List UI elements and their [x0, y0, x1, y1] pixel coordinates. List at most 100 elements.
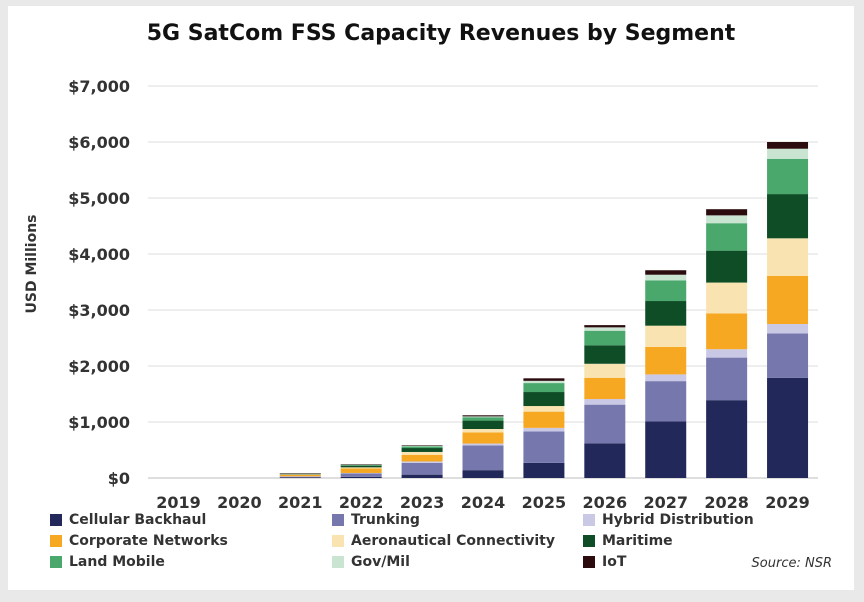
bar-segment — [340, 467, 382, 469]
x-tick-label: 2028 — [704, 493, 749, 512]
bar-segment — [767, 324, 809, 334]
bar-segment — [523, 378, 565, 381]
legend-swatch — [332, 556, 344, 568]
bar-segment — [767, 142, 809, 149]
x-tick-label: 2020 — [217, 493, 262, 512]
bar-segment — [706, 250, 748, 283]
y-tick-label: $4,000 — [68, 245, 130, 264]
x-tick-label: 2027 — [643, 493, 688, 512]
bar-segment — [462, 429, 504, 433]
bar-segment — [767, 238, 809, 276]
bar-segment — [767, 158, 809, 195]
bar-segment — [340, 472, 382, 474]
bars — [279, 142, 809, 478]
bar-segment — [584, 443, 626, 478]
bar-segment — [340, 464, 382, 466]
bar-segment — [462, 443, 504, 446]
bar-segment — [401, 461, 443, 463]
legend-item: Maritime — [583, 532, 673, 550]
y-tick-label: $1,000 — [68, 413, 130, 432]
bar-segment — [767, 194, 809, 239]
x-tick-label: 2024 — [461, 493, 506, 512]
source-note: Source: NSR — [751, 556, 832, 571]
chart-title: 5G SatCom FSS Capacity Revenues by Segme… — [147, 21, 736, 46]
legend-item: Trunking — [332, 511, 420, 529]
bar-segment — [279, 476, 321, 477]
x-tick-label: 2025 — [522, 493, 567, 512]
gridlines — [148, 85, 818, 479]
bar-segment — [340, 464, 382, 466]
bar-segment — [584, 325, 626, 328]
legend-label: Maritime — [602, 533, 673, 549]
bar-segment — [706, 223, 748, 251]
bar-segment — [279, 476, 321, 478]
x-tick-label: 2023 — [400, 493, 445, 512]
bar-segment — [706, 400, 748, 478]
bar-segment — [584, 363, 626, 378]
chart: 5G SatCom FSS Capacity Revenues by Segme… — [24, 21, 818, 512]
legend-label: Aeronautical Connectivity — [351, 533, 555, 549]
bar-segment — [584, 399, 626, 405]
legend-swatch — [50, 514, 62, 526]
bar-segment — [645, 301, 687, 326]
bar-segment — [340, 464, 382, 465]
bar-segment — [645, 274, 687, 281]
bar-segment — [462, 417, 504, 421]
y-tick-label: $2,000 — [68, 357, 130, 376]
bar-segment — [523, 383, 565, 393]
bar-segment — [462, 415, 504, 417]
bar-segment — [584, 345, 626, 364]
bar-segment — [279, 473, 321, 475]
legend-item: Gov/Mil — [332, 553, 410, 571]
bar-segment — [462, 432, 504, 444]
bar-segment — [401, 454, 443, 462]
bar-segment — [706, 349, 748, 358]
bar-segment — [645, 325, 687, 347]
bar-segment — [462, 470, 504, 478]
bar-segment — [279, 474, 321, 477]
bar-segment — [706, 282, 748, 314]
bar-segment — [340, 473, 382, 477]
y-axis-label: USD Millions — [24, 215, 40, 314]
y-tick-label: $5,000 — [68, 189, 130, 208]
legend-item: IoT — [583, 553, 626, 571]
legend-swatch — [50, 535, 62, 547]
x-tick-label: 2022 — [339, 493, 384, 512]
bar-segment — [645, 280, 687, 302]
legend-item: Land Mobile — [50, 553, 165, 571]
x-tick-label: 2029 — [765, 493, 810, 512]
bar-segment — [767, 148, 809, 159]
bar-segment — [340, 468, 382, 473]
y-axis-ticks: $0 $1,000 $2,000 $3,000 $4,000 $5,000 $6,000 $7… — [68, 77, 130, 488]
bar-segment — [706, 313, 748, 350]
legend-label: Gov/Mil — [351, 554, 410, 570]
bar-segment — [401, 448, 443, 452]
legend-label: Cellular Backhaul — [69, 512, 207, 528]
bar-segment — [523, 392, 565, 407]
bar-segment — [340, 465, 382, 468]
legend-item: Aeronautical Connectivity — [332, 532, 555, 550]
bar-segment — [401, 446, 443, 449]
legend-item: Corporate Networks — [50, 532, 228, 550]
legend-swatch — [583, 514, 595, 526]
legend-swatch — [50, 556, 62, 568]
bar-segment — [706, 209, 748, 216]
legend-label: IoT — [602, 554, 627, 570]
y-tick-label: $3,000 — [68, 301, 130, 320]
bar-segment — [584, 377, 626, 400]
bar-segment — [340, 476, 382, 478]
bar-segment — [584, 330, 626, 346]
bar-segment — [462, 420, 504, 429]
bar-segment — [523, 462, 565, 478]
legend-label: Hybrid Distribution — [602, 512, 754, 528]
bar-segment — [523, 431, 565, 463]
x-tick-label: 2019 — [156, 493, 201, 512]
bar-segment — [584, 327, 626, 331]
bar-segment — [401, 462, 443, 475]
x-tick-label: 2026 — [583, 493, 628, 512]
bar-segment — [706, 357, 748, 401]
bar-segment — [401, 445, 443, 447]
bar-segment — [279, 473, 321, 474]
bar-segment — [279, 477, 321, 478]
bar-segment — [645, 346, 687, 375]
